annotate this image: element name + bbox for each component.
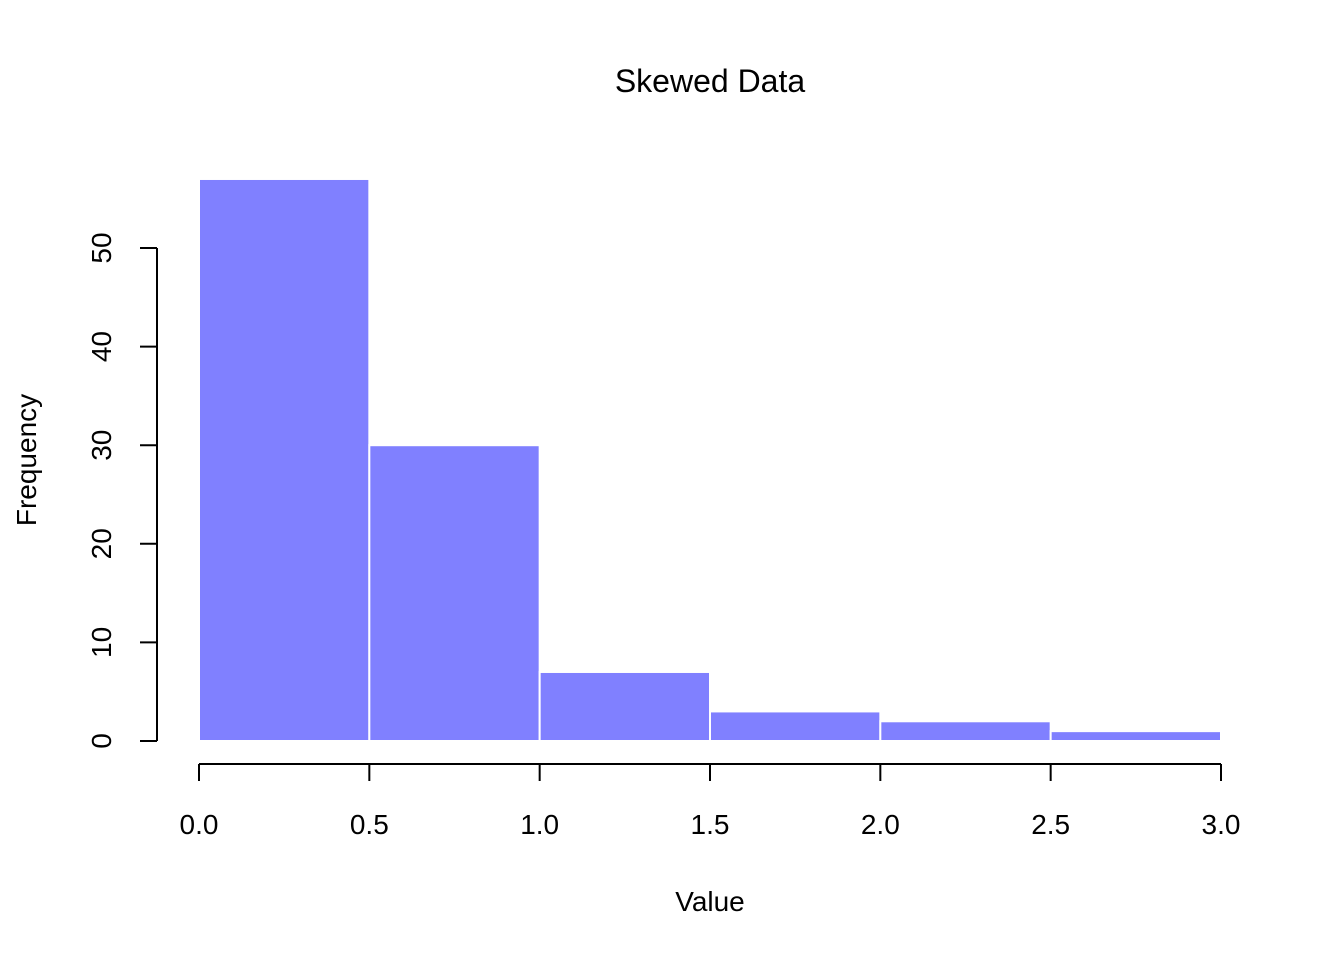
histogram-bar-4 — [879, 720, 1052, 743]
y-tick-label-5: 50 — [86, 232, 117, 263]
x-axis: 0.0 0.5 1.0 1.5 2.0 2.5 3.0 — [180, 763, 1241, 840]
x-tick-label-2: 1.0 — [520, 809, 559, 840]
y-tick-label-4: 40 — [86, 331, 117, 362]
x-tick-label-1: 0.5 — [350, 809, 389, 840]
chart-title: Skewed Data — [615, 63, 806, 99]
x-tick-label-5: 2.5 — [1031, 809, 1070, 840]
y-tick-label-3: 30 — [86, 430, 117, 461]
y-axis: 0 10 20 30 40 50 — [86, 232, 158, 749]
histogram-bar-2 — [538, 670, 712, 742]
histogram-bars — [198, 177, 1222, 743]
y-tick-label-2: 20 — [86, 528, 117, 559]
x-axis-label: Value — [675, 886, 745, 917]
histogram-bar-1 — [368, 444, 541, 742]
x-tick-label-6: 3.0 — [1202, 809, 1241, 840]
histogram-bar-3 — [709, 710, 882, 742]
histogram-bar-5 — [1049, 730, 1222, 743]
x-tick-label-4: 2.0 — [861, 809, 900, 840]
y-axis-label: Frequency — [11, 394, 42, 526]
x-tick-label-0: 0.0 — [180, 809, 219, 840]
y-tick-label-1: 10 — [86, 627, 117, 658]
histogram-bar-0 — [198, 177, 371, 743]
x-tick-label-3: 1.5 — [691, 809, 730, 840]
y-tick-label-0: 0 — [86, 733, 117, 749]
